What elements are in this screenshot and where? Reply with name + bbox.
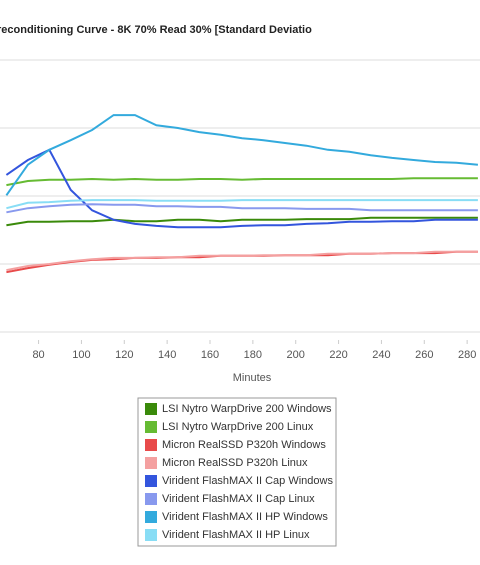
series-line xyxy=(6,203,478,214)
x-tick-label: 180 xyxy=(244,349,262,361)
legend-swatch xyxy=(145,439,157,451)
legend-swatch xyxy=(145,493,157,505)
series-line xyxy=(5,148,478,229)
legend-label: LSI Nytro WarpDrive 200 Linux xyxy=(162,421,314,433)
x-tick-label: 160 xyxy=(201,349,219,361)
x-tick-label: 240 xyxy=(372,349,390,361)
legend-label: Virident FlashMAX II Cap Linux xyxy=(162,493,315,505)
x-tick-label: 140 xyxy=(158,349,176,361)
x-tick-label: 260 xyxy=(415,349,433,361)
legend-box xyxy=(137,397,337,547)
x-tick-label: 280 xyxy=(458,349,476,361)
series-line xyxy=(6,199,478,210)
chart-title: reconditioning Curve - 8K 70% Read 30% [… xyxy=(0,24,312,36)
x-tick-label: 100 xyxy=(72,349,90,361)
legend-label: Micron RealSSD P320h Windows xyxy=(162,439,326,451)
legend-label: Virident FlashMAX II HP Windows xyxy=(162,511,328,523)
series-line xyxy=(6,250,478,272)
series-line xyxy=(6,216,478,227)
x-tick-label: 220 xyxy=(329,349,347,361)
legend-swatch xyxy=(145,529,157,541)
x-tick-label: 200 xyxy=(287,349,305,361)
x-axis-title: Minutes xyxy=(233,372,272,384)
legend-swatch xyxy=(145,475,157,487)
legend-swatch xyxy=(145,403,157,415)
legend-swatch xyxy=(145,511,157,523)
series-line xyxy=(6,177,478,187)
legend-label: LSI Nytro WarpDrive 200 Windows xyxy=(162,403,332,415)
legend-label: Micron RealSSD P320h Linux xyxy=(162,457,308,469)
series-line xyxy=(5,114,478,196)
x-tick-label: 80 xyxy=(32,349,44,361)
x-tick-label: 120 xyxy=(115,349,133,361)
legend-label: Virident FlashMAX II Cap Windows xyxy=(162,475,333,487)
legend-swatch xyxy=(145,421,157,433)
legend-label: Virident FlashMAX II HP Linux xyxy=(162,529,310,541)
legend-swatch xyxy=(145,457,157,469)
